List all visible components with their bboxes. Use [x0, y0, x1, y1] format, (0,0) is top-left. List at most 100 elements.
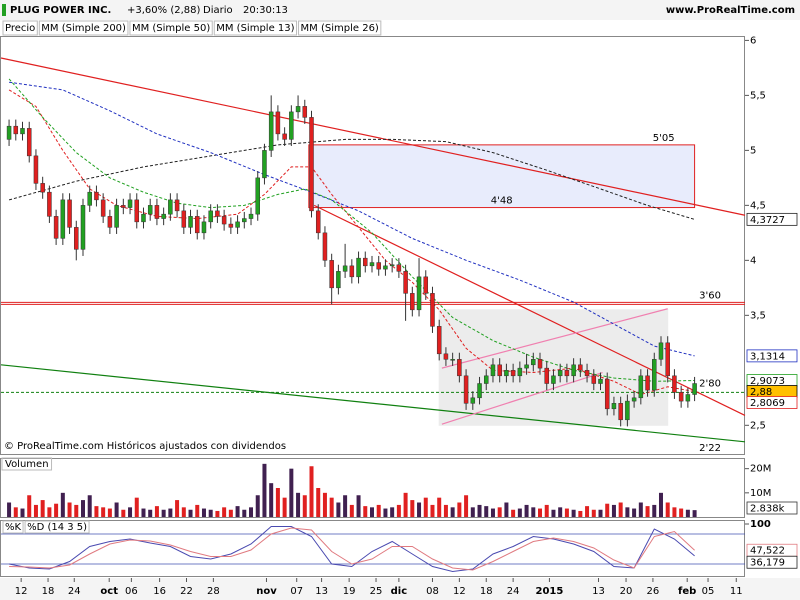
volume-bar [349, 504, 354, 517]
zone-box [438, 309, 669, 426]
volume-bar [504, 502, 509, 517]
volume-bar [329, 497, 334, 517]
volume-bar [598, 509, 603, 517]
candle-body [457, 359, 462, 377]
volume-bar [322, 492, 327, 517]
period: Diario [203, 5, 233, 16]
candle-body [235, 221, 240, 228]
legend-label: MM (Simple 13) [216, 23, 294, 34]
candle-body [134, 199, 140, 223]
legend-box [2, 20, 38, 36]
volume-bar [27, 495, 32, 517]
value-label: 2.838k [750, 504, 785, 515]
volume-bar [195, 504, 200, 517]
candle-body [20, 128, 25, 135]
volume-bar [215, 510, 220, 517]
volume-bar [490, 508, 495, 517]
volume-bar [316, 488, 321, 517]
volume-bar [87, 495, 92, 517]
volume-bar [20, 508, 25, 517]
candle-body [443, 353, 449, 360]
candle-body [470, 397, 476, 404]
volume-bar [369, 507, 374, 517]
legend-label: %D (14 3 5) [27, 522, 87, 533]
volume-bar [544, 504, 549, 517]
candle-body [604, 378, 610, 410]
volume-bar [531, 507, 536, 517]
candle-body [450, 359, 455, 361]
volume-bar [275, 488, 280, 517]
volume-bar [242, 509, 247, 517]
candle-body [389, 264, 395, 267]
legend-label: MM (Simple 50) [132, 23, 210, 34]
y-tick-label: 4 [750, 255, 756, 266]
volume-bar [430, 504, 435, 517]
candle-body [584, 370, 590, 377]
volume-bar [181, 507, 186, 517]
value-label: 4,3727 [750, 215, 785, 226]
y-tick-label: 10M [750, 488, 771, 499]
x-tick-label: 12 [453, 586, 466, 597]
value-label: 2,9073 [750, 376, 785, 387]
value-label-box [746, 349, 798, 363]
legend-box [24, 520, 90, 534]
volume-bar [585, 506, 590, 517]
volume-bar [94, 506, 99, 517]
candle-body [625, 400, 630, 421]
candle-body [255, 177, 260, 215]
candle-body [349, 265, 355, 278]
value-label: 47,522 [750, 546, 785, 557]
x-tick-label: nov [256, 586, 277, 597]
x-tick-label: 28 [207, 586, 220, 597]
site: www.ProRealTime.com [666, 5, 795, 16]
volume-bar [222, 507, 227, 517]
candle-body [33, 155, 39, 184]
volume-bar [679, 508, 684, 517]
candle-body [53, 216, 59, 239]
candle-body [154, 205, 160, 219]
x-tick-label: 2015 [536, 586, 564, 597]
volume-bar [363, 506, 368, 517]
volume-bar [47, 507, 52, 517]
candle-body [242, 218, 247, 223]
candle-body [477, 383, 482, 399]
value-label: 2,88 [750, 387, 772, 398]
candle-body [652, 359, 657, 391]
candle-body [188, 216, 193, 228]
volume-bar [302, 495, 307, 517]
volume-bar [134, 497, 139, 517]
candle-body [403, 271, 408, 294]
volume-bar [672, 507, 677, 517]
candle-body [121, 205, 126, 208]
volume-bar [450, 507, 455, 517]
level-label: 3'60 [699, 290, 721, 301]
candle-body [517, 367, 523, 377]
header-bar [0, 0, 800, 20]
volume-bar [665, 502, 670, 517]
y-tick-label: 100 [750, 519, 771, 530]
trend-line [0, 364, 746, 443]
volume-bar [255, 495, 260, 517]
x-tick-label: 19 [343, 586, 356, 597]
candle-body [685, 394, 691, 402]
volume-bar [67, 502, 72, 517]
volume-bar [289, 468, 294, 517]
volume-bar [658, 492, 663, 517]
time: 20:30:13 [243, 5, 288, 16]
candle-body [645, 375, 650, 391]
value-label-box [746, 501, 798, 515]
volume-bar [625, 507, 630, 517]
candle-body [510, 370, 516, 377]
volume-bar [457, 502, 462, 517]
symbol: PLUG POWER INC. [10, 5, 111, 16]
volume-bar [7, 502, 12, 517]
y-tick-label: 20M [750, 464, 771, 475]
volume-bar [336, 502, 341, 517]
x-tick-label: 12 [15, 586, 28, 597]
candle-body [80, 205, 86, 250]
volume-bar [188, 509, 193, 517]
candle-body [168, 199, 173, 215]
candle-body [268, 111, 274, 151]
candle-body [618, 403, 623, 421]
candle-body [181, 210, 187, 228]
